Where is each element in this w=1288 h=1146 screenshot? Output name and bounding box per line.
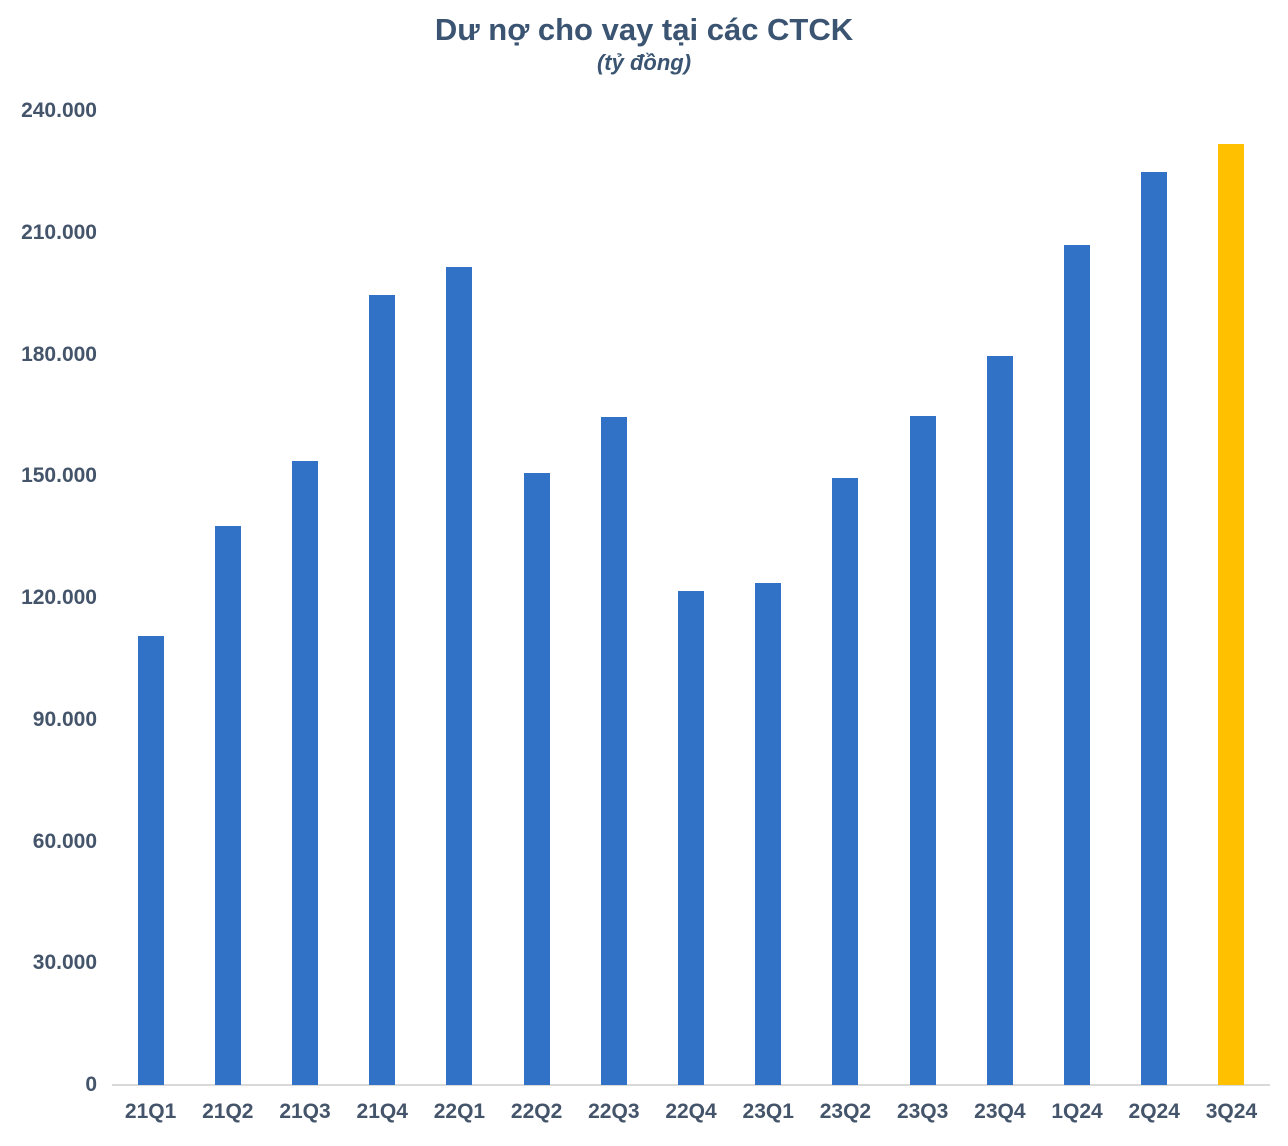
bar-22Q2: [523, 473, 550, 1085]
bar-21Q4: [369, 294, 396, 1085]
x-tick-label-22Q2: 22Q2: [510, 1100, 563, 1123]
bar-21Q1: [137, 636, 164, 1085]
bar-22Q1: [446, 266, 473, 1085]
y-axis: 0 30.000 60.000 90.000 120.000 150.000 180.000…: [0, 0, 97, 1146]
bar-21Q2: [214, 526, 241, 1085]
chart-subtitle: (tỷ đồng): [596, 49, 692, 75]
x-tick-label-23Q4: 23Q4: [974, 1100, 1026, 1123]
x-tick-label-21Q2: 21Q2: [202, 1100, 254, 1123]
bar-cell: [1116, 0, 1193, 1085]
x-tick-label-21Q4: 21Q4: [356, 1100, 408, 1123]
y-tick-label: 240.000: [21, 99, 97, 122]
bar-cell: [344, 0, 421, 1085]
x-tick-label-22Q3: 22Q3: [588, 1100, 640, 1123]
bar-cell: [652, 0, 729, 1085]
chart-title: Dư nợ cho vay tại các CTCK: [434, 12, 854, 47]
x-tick-label-23Q3: 23Q3: [896, 1100, 949, 1123]
y-tick-label: 60.000: [32, 829, 97, 853]
y-tick-label: 0: [85, 1073, 97, 1096]
x-tick-label-21Q3: 21Q3: [279, 1100, 331, 1123]
x-axis-line: [112, 1084, 1270, 1086]
x-tick-label-3Q24: 3Q24: [1205, 1100, 1258, 1123]
bar-1Q24: [1064, 245, 1091, 1085]
bar-3Q24: [1218, 143, 1245, 1085]
y-tick-label: 120.000: [21, 586, 97, 609]
y-tick-label: 210.000: [21, 220, 97, 244]
bar-cell: [1038, 0, 1115, 1085]
y-tick-label: 30.000: [32, 951, 97, 975]
bar-cell: [421, 0, 498, 1085]
x-tick-label-23Q2: 23Q2: [819, 1100, 872, 1123]
bar-23Q2: [832, 477, 859, 1085]
y-tick-label: 90.000: [32, 707, 97, 731]
chart-header: Dư nợ cho vay tại các CTCK (tỷ đồng): [0, 12, 1288, 75]
bar-cell: [884, 0, 961, 1085]
bar-cell: [575, 0, 652, 1085]
y-tick-label: 180.000: [21, 342, 97, 366]
bar-23Q1: [755, 583, 782, 1085]
x-tick-label-21Q1: 21Q1: [124, 1100, 177, 1123]
y-tick-label: 150.000: [21, 464, 97, 488]
x-tick-label-22Q4: 22Q4: [665, 1100, 717, 1123]
bar-22Q3: [600, 417, 627, 1085]
bar-23Q4: [986, 355, 1013, 1085]
bar-21Q3: [292, 460, 318, 1085]
bar-23Q3: [909, 415, 936, 1085]
x-tick-label-22Q1: 22Q1: [433, 1100, 486, 1123]
bar-cell: [189, 0, 266, 1085]
x-tick-label-23Q1: 23Q1: [742, 1100, 794, 1123]
bar-cell: [498, 0, 575, 1085]
x-tick-label-2Q24: 2Q24: [1128, 1100, 1180, 1123]
bar-cell: [112, 0, 189, 1085]
bar-cell: [1193, 0, 1270, 1085]
bar-cell: [961, 0, 1038, 1085]
x-tick-label-1Q24: 1Q24: [1051, 1100, 1103, 1123]
bar-cell: [807, 0, 884, 1085]
bar-cell: [266, 0, 343, 1085]
bar-22Q4: [678, 591, 705, 1085]
x-axis: 21Q1 21Q2 21Q3 21Q4 22Q1 22Q2 22Q3 22Q4 23Q1 23Q2…: [112, 1100, 1270, 1124]
bars-area: [112, 0, 1270, 1085]
bar-2Q24: [1141, 172, 1168, 1085]
bar-cell: [730, 0, 807, 1085]
